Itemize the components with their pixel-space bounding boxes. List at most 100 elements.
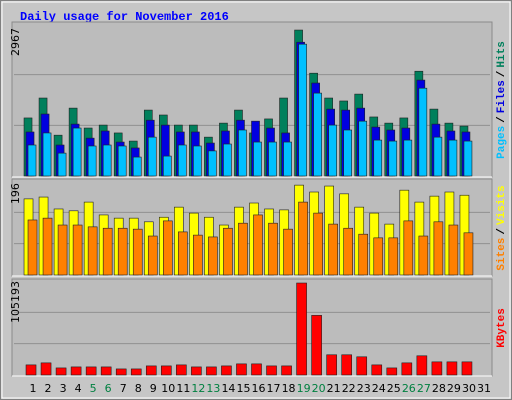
bar [298,43,307,177]
x-tick-label: 27 [417,382,431,395]
x-tick-label: 8 [135,382,142,395]
x-tick-label: 24 [372,382,386,395]
chart-title: Daily usage for November 2016 [20,10,229,24]
bar [328,124,337,177]
bar [388,140,398,177]
x-tick-label: 19 [297,382,311,395]
x-tick-label: 9 [150,382,157,395]
bar [446,361,458,376]
legend-separator: / [496,228,508,235]
x-tick-label: 28 [432,382,446,395]
bar [178,231,188,276]
bar [178,144,187,177]
legend-entry: Hits [496,41,508,67]
x-tick-label: 18 [282,382,296,395]
legend-separator: / [496,70,508,77]
x-tick-label: 31 [477,382,491,395]
bar [161,365,172,376]
bar [208,236,218,276]
bar [343,227,353,276]
bar [253,141,262,177]
bar [191,366,202,376]
bar [298,201,308,276]
bar [253,214,263,276]
bar [341,354,352,376]
bar [236,363,247,376]
bar [358,120,368,177]
bar [102,144,112,177]
bar [296,282,307,376]
bar [57,152,67,177]
bar [268,141,277,177]
bar [433,136,443,177]
bar [416,355,428,376]
bar [70,366,82,376]
bar [313,92,322,177]
bar [448,224,459,276]
x-tick-label: 15 [236,382,250,395]
bar [388,237,399,276]
bar [223,143,232,177]
legend-separator: / [496,116,508,123]
bar [313,212,323,276]
x-tick-label: 30 [462,382,476,395]
bar [283,141,292,177]
bar [176,364,187,376]
bar [266,365,277,376]
bar [42,132,52,177]
bar [147,235,158,276]
bar [311,315,322,376]
legend: Sites / Visits [496,185,508,270]
bar [72,224,83,276]
bar [238,129,247,177]
bar [27,144,37,177]
y-tick-label: 2967 [9,28,22,56]
bar [163,155,172,177]
bar [57,224,68,276]
bar [223,227,233,276]
x-tick-label: 17 [267,382,281,395]
bar [463,140,473,177]
x-tick-label: 16 [252,382,266,395]
bar [373,237,384,276]
legend: KBytes [496,308,508,348]
bar [403,220,414,276]
legend: Pages / Files / Hits [496,41,508,159]
bar [221,365,232,376]
bar [356,356,368,376]
bar [163,220,173,276]
bar [27,219,38,276]
legend-entry: Files [496,80,508,113]
x-tick-label: 29 [447,382,461,395]
x-tick-label: 13 [206,382,220,395]
bar [418,235,429,276]
x-tick-label: 12 [191,382,205,395]
bar [117,227,128,276]
bar [40,362,52,376]
x-tick-label: 3 [60,382,67,395]
bar [343,129,352,177]
bar [463,232,474,276]
x-tick-label: 26 [402,382,416,395]
bar [386,367,398,376]
bar [281,365,292,376]
bar [102,227,113,276]
bar [238,222,248,276]
bar [87,145,97,177]
bar [373,139,383,177]
bar [132,228,143,276]
legend-entry: Pages [496,126,508,159]
bar [145,365,157,376]
bar [283,228,293,276]
bar [100,366,112,376]
bar [401,362,413,376]
bar [193,145,202,177]
bar [403,139,413,177]
bar [42,217,53,276]
x-tick-label: 6 [105,382,112,395]
legend-entry: KBytes [496,308,508,348]
bar [448,139,458,177]
panel [11,278,493,377]
bar [147,136,157,177]
